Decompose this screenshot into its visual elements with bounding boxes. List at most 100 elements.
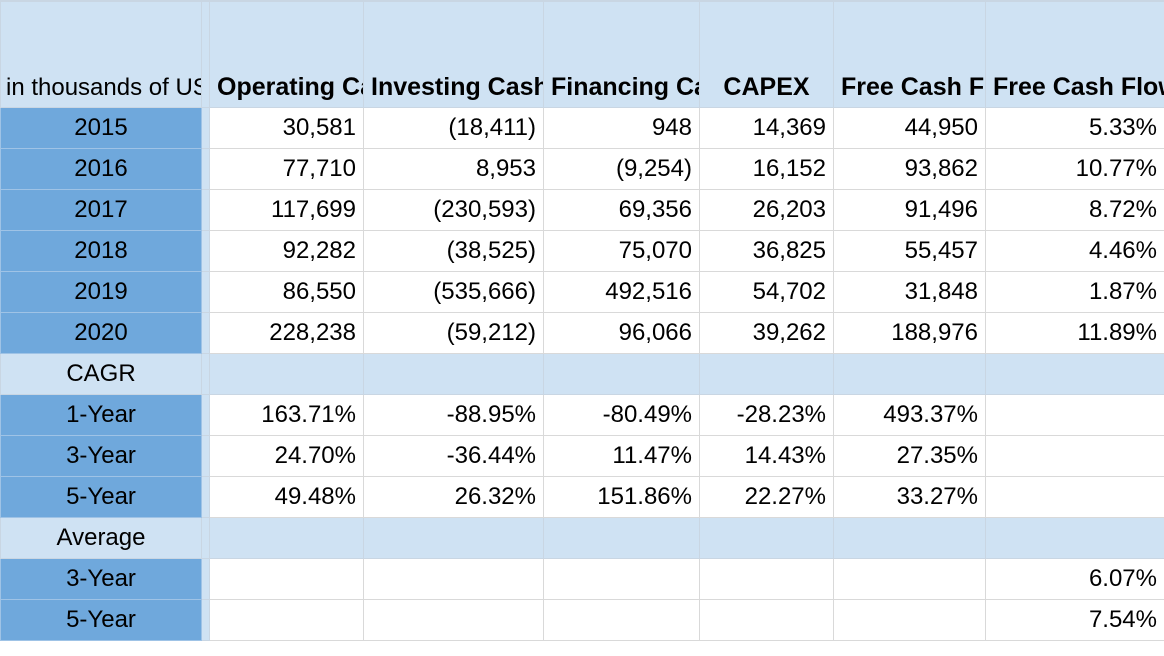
data-cell[interactable]: 1.87% [985, 270, 1164, 313]
data-cell[interactable]: (230,593) [363, 188, 544, 231]
data-cell[interactable]: 86,550 [209, 270, 364, 313]
data-cell[interactable]: 11.47% [543, 434, 700, 477]
data-cell[interactable]: 27.35% [833, 434, 986, 477]
data-cell[interactable]: 49.48% [209, 475, 364, 518]
data-cell[interactable]: 16,152 [699, 147, 834, 190]
data-cell[interactable]: (18,411) [363, 106, 544, 149]
data-cell[interactable]: -88.95% [363, 393, 544, 436]
empty-cell[interactable] [699, 352, 834, 395]
data-cell[interactable]: 948 [543, 106, 700, 149]
data-cell[interactable]: 69,356 [543, 188, 700, 231]
data-cell[interactable] [985, 393, 1164, 436]
data-cell[interactable]: 228,238 [209, 311, 364, 354]
period-cell[interactable]: 3-Year [0, 557, 202, 600]
data-cell[interactable] [985, 434, 1164, 477]
empty-cell[interactable] [833, 352, 986, 395]
empty-cell[interactable] [363, 516, 544, 559]
period-cell[interactable]: 3-Year [0, 434, 202, 477]
col-header-capex[interactable]: CAPEX [699, 0, 834, 108]
data-cell[interactable] [543, 598, 700, 641]
period-cell[interactable]: 5-Year [0, 598, 202, 641]
year-cell[interactable]: 2018 [0, 229, 202, 272]
data-cell[interactable]: 77,710 [209, 147, 364, 190]
section-label-cagr[interactable]: CAGR [0, 352, 202, 395]
year-cell[interactable]: 2020 [0, 311, 202, 354]
data-cell[interactable]: 33.27% [833, 475, 986, 518]
data-cell[interactable] [209, 557, 364, 600]
data-cell[interactable]: (535,666) [363, 270, 544, 313]
data-cell[interactable]: 44,950 [833, 106, 986, 149]
data-cell[interactable]: 26,203 [699, 188, 834, 231]
empty-cell[interactable] [363, 352, 544, 395]
data-cell[interactable]: 11.89% [985, 311, 1164, 354]
empty-cell[interactable] [833, 516, 986, 559]
data-cell[interactable] [543, 557, 700, 600]
data-cell[interactable] [985, 475, 1164, 518]
gap-cell [201, 188, 210, 231]
data-cell[interactable]: 7.54% [985, 598, 1164, 641]
empty-cell[interactable] [699, 516, 834, 559]
data-cell[interactable] [699, 557, 834, 600]
year-cell[interactable]: 2015 [0, 106, 202, 149]
data-cell[interactable]: 117,699 [209, 188, 364, 231]
data-cell[interactable]: 8.72% [985, 188, 1164, 231]
year-cell[interactable]: 2017 [0, 188, 202, 231]
year-cell[interactable]: 2019 [0, 270, 202, 313]
table-row: 5-Year 7.54% [0, 598, 1164, 641]
data-cell[interactable]: 91,496 [833, 188, 986, 231]
data-cell[interactable]: 10.77% [985, 147, 1164, 190]
period-cell[interactable]: 1-Year [0, 393, 202, 436]
col-header-fcf-margin[interactable]: Free Cash Flow Margin [985, 0, 1164, 108]
data-cell[interactable]: (9,254) [543, 147, 700, 190]
data-cell[interactable] [833, 557, 986, 600]
data-cell[interactable] [699, 598, 834, 641]
units-label[interactable]: in thousands of USD [0, 0, 202, 108]
data-cell[interactable]: 6.07% [985, 557, 1164, 600]
data-cell[interactable]: 163.71% [209, 393, 364, 436]
data-cell[interactable]: -80.49% [543, 393, 700, 436]
data-cell[interactable]: 24.70% [209, 434, 364, 477]
data-cell[interactable]: 22.27% [699, 475, 834, 518]
data-cell[interactable] [833, 598, 986, 641]
section-label-average[interactable]: Average [0, 516, 202, 559]
data-cell[interactable]: 14,369 [699, 106, 834, 149]
col-header-operating[interactable]: Operating Cash Flow [209, 0, 364, 108]
data-cell[interactable]: 5.33% [985, 106, 1164, 149]
empty-cell[interactable] [985, 352, 1164, 395]
empty-cell[interactable] [543, 352, 700, 395]
data-cell[interactable]: 188,976 [833, 311, 986, 354]
data-cell[interactable] [363, 598, 544, 641]
data-cell[interactable]: (38,525) [363, 229, 544, 272]
data-cell[interactable] [363, 557, 544, 600]
data-cell[interactable]: 75,070 [543, 229, 700, 272]
data-cell[interactable]: 26.32% [363, 475, 544, 518]
col-header-financing[interactable]: Financing Cash Flow [543, 0, 700, 108]
year-cell[interactable]: 2016 [0, 147, 202, 190]
data-cell[interactable]: 8,953 [363, 147, 544, 190]
data-cell[interactable]: 96,066 [543, 311, 700, 354]
data-cell[interactable]: 93,862 [833, 147, 986, 190]
data-cell[interactable]: 54,702 [699, 270, 834, 313]
data-cell[interactable]: -28.23% [699, 393, 834, 436]
empty-cell[interactable] [543, 516, 700, 559]
data-cell[interactable]: -36.44% [363, 434, 544, 477]
data-cell[interactable]: 31,848 [833, 270, 986, 313]
period-cell[interactable]: 5-Year [0, 475, 202, 518]
empty-cell[interactable] [209, 516, 364, 559]
data-cell[interactable]: 39,262 [699, 311, 834, 354]
col-header-investing[interactable]: Investing Cash Flow [363, 0, 544, 108]
data-cell[interactable]: 55,457 [833, 229, 986, 272]
data-cell[interactable]: 4.46% [985, 229, 1164, 272]
col-header-fcf[interactable]: Free Cash Flow [833, 0, 986, 108]
data-cell[interactable] [209, 598, 364, 641]
data-cell[interactable]: 492,516 [543, 270, 700, 313]
data-cell[interactable]: 493.37% [833, 393, 986, 436]
data-cell[interactable]: (59,212) [363, 311, 544, 354]
data-cell[interactable]: 30,581 [209, 106, 364, 149]
data-cell[interactable]: 36,825 [699, 229, 834, 272]
data-cell[interactable]: 14.43% [699, 434, 834, 477]
data-cell[interactable]: 92,282 [209, 229, 364, 272]
data-cell[interactable]: 151.86% [543, 475, 700, 518]
empty-cell[interactable] [985, 516, 1164, 559]
empty-cell[interactable] [209, 352, 364, 395]
